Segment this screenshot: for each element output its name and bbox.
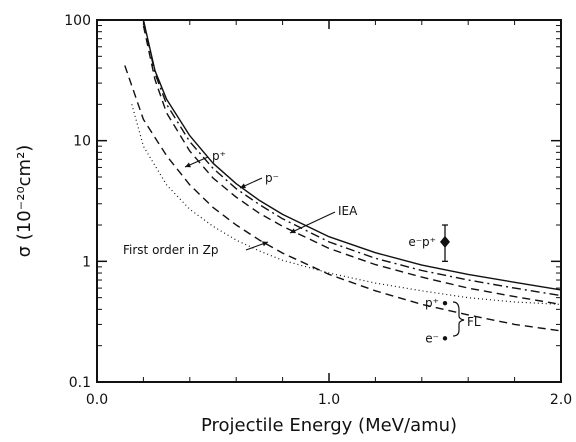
annotation-label: FL (467, 315, 481, 329)
annotations-layer: p⁺ p⁻ IEA First order in Zp FL (123, 149, 481, 337)
series-line-3 (142, 25, 562, 306)
x-tick-label: 0.0 (86, 392, 108, 408)
annotation-arrow-iea (289, 211, 336, 234)
ticks-layer: 0.0 1.0 2.0 0.1 1 10 100 (64, 13, 572, 408)
annotation-arrow-first-order-head (262, 241, 268, 247)
y-tick-label: 100 (64, 13, 91, 29)
x-tick-label: 1.0 (318, 392, 340, 408)
series-layer (124, 19, 562, 332)
series-line-2 (142, 19, 562, 297)
annotation-arrow-pminus-head (240, 183, 246, 189)
point-label: e⁻p⁺ (408, 235, 436, 249)
data-point (442, 300, 448, 306)
points-layer: e⁻p⁺ p⁺ e⁻ (408, 224, 450, 345)
series-line-4 (124, 65, 562, 332)
y-tick-label: 0.1 (69, 375, 91, 391)
y-tick-label: 1 (82, 254, 91, 270)
annotation-label: IEA (338, 204, 358, 218)
annotation-arrow-iea-head (290, 228, 296, 234)
point-label: p⁺ (425, 296, 439, 310)
annotation-label: p⁺ (212, 149, 226, 163)
data-point (442, 336, 448, 341)
series-line-1 (142, 19, 562, 291)
point-label: e⁻ (425, 331, 439, 345)
axis-labels: Projectile Energy (MeV/amu) σ (10⁻²⁰cm²) (14, 145, 457, 436)
annotation-label: First order in Zp (123, 243, 218, 257)
x-tick-label: 2.0 (550, 392, 572, 408)
annotation-label: p⁻ (265, 171, 279, 185)
annotation-arrow-pplus-head (185, 162, 191, 168)
data-point-diamond (440, 235, 450, 248)
series-line-5 (131, 104, 562, 305)
y-tick-label: 10 (73, 134, 91, 150)
fl-bracket (452, 301, 465, 337)
plot-frame (96, 19, 562, 383)
y-axis-label: σ (10⁻²⁰cm²) (14, 145, 35, 258)
x-axis-label: Projectile Energy (MeV/amu) (201, 415, 457, 436)
